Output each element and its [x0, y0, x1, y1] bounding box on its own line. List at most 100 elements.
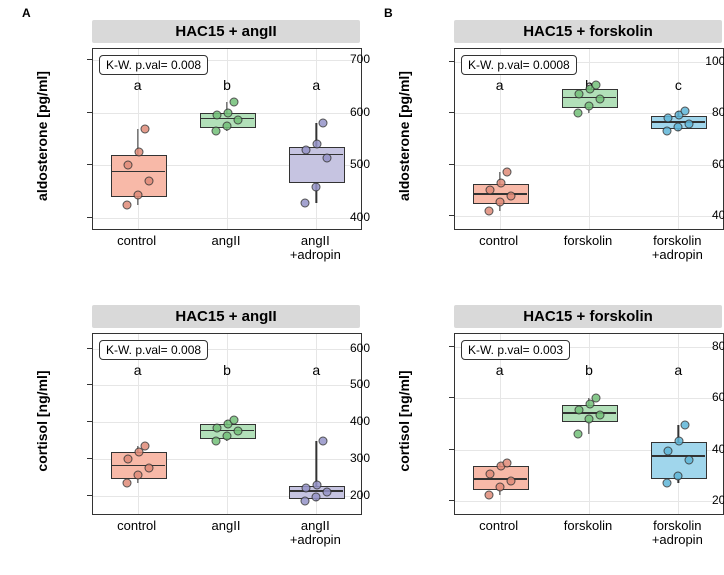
data-point — [122, 201, 131, 210]
panel-strip: HAC15 + forskolin — [454, 305, 722, 328]
gridline-v — [678, 334, 679, 514]
data-point — [213, 423, 222, 432]
panel-label-b: B — [384, 6, 393, 20]
x-tick-label: angII — [212, 519, 241, 533]
data-point — [230, 416, 239, 425]
y-tick-mark — [87, 217, 92, 218]
data-point — [301, 198, 310, 207]
y-tick-label: 400 — [308, 414, 370, 428]
y-tick-label: 400 — [670, 208, 724, 222]
plot-area: K-W. p.val= 0.003aba — [454, 333, 724, 515]
data-point — [502, 168, 511, 177]
data-point — [575, 90, 584, 99]
y-tick-mark — [449, 397, 454, 398]
data-point — [596, 411, 605, 420]
pvalue-annotation: K-W. p.val= 0.003 — [461, 340, 570, 360]
median-line — [473, 478, 527, 480]
x-tick-label: control — [117, 519, 156, 533]
data-point — [224, 108, 233, 117]
y-tick-label: 700 — [308, 52, 370, 66]
data-point — [123, 454, 132, 463]
data-point — [234, 427, 243, 436]
y-tick-label: 800 — [670, 339, 724, 353]
significance-letter: b — [223, 77, 231, 93]
data-point — [485, 470, 494, 479]
data-point — [585, 415, 594, 424]
median-line — [200, 118, 254, 120]
data-point — [495, 198, 504, 207]
y-axis-label: aldosterone [pg/ml] — [34, 56, 50, 216]
y-tick-mark — [87, 458, 92, 459]
y-tick-mark — [449, 346, 454, 347]
y-tick-label: 600 — [670, 390, 724, 404]
significance-letter: a — [312, 362, 320, 378]
data-point — [123, 161, 132, 170]
y-tick-mark — [87, 495, 92, 496]
x-tick-label: angII+adropin — [290, 519, 341, 548]
x-tick-label: forskolin+adropin — [652, 234, 703, 263]
y-tick-label: 600 — [670, 157, 724, 171]
y-axis-label: cortisol [ng/ml] — [396, 341, 412, 501]
significance-letter: c — [675, 77, 682, 93]
gridline-v — [678, 49, 679, 229]
data-point — [674, 471, 683, 480]
data-point — [313, 140, 322, 149]
data-point — [496, 178, 505, 187]
y-tick-label: 500 — [308, 377, 370, 391]
y-tick-mark — [87, 384, 92, 385]
data-point — [319, 119, 328, 128]
significance-letter: a — [674, 362, 682, 378]
data-point — [319, 436, 328, 445]
y-axis-label: cortisol [ng/ml] — [34, 341, 50, 501]
panel-strip: HAC15 + angII — [92, 305, 360, 328]
x-tick-label: control — [479, 234, 518, 248]
data-point — [144, 464, 153, 473]
y-tick-label: 800 — [670, 105, 724, 119]
median-line — [289, 154, 343, 156]
data-point — [302, 145, 311, 154]
data-point — [312, 182, 321, 191]
data-point — [144, 177, 153, 186]
data-point — [502, 459, 511, 468]
y-tick-label: 200 — [670, 493, 724, 507]
data-point — [134, 148, 143, 157]
y-tick-mark — [87, 164, 92, 165]
panel-b-top: HAC15 + forskolinK-W. p.val= 0.0008abcal… — [384, 20, 724, 288]
x-tick-label: forskolin+adropin — [652, 519, 703, 548]
data-point — [223, 432, 232, 441]
data-point — [596, 95, 605, 104]
median-line — [111, 171, 165, 173]
significance-letter: a — [496, 77, 504, 93]
x-tick-label: forskolin — [564, 234, 612, 248]
median-line — [562, 97, 616, 99]
significance-letter: a — [134, 77, 142, 93]
data-point — [484, 207, 493, 216]
data-point — [484, 490, 493, 499]
data-point — [234, 116, 243, 125]
panel-b-bottom: HAC15 + forskolinK-W. p.val= 0.003abacor… — [384, 305, 724, 573]
y-tick-label: 200 — [308, 488, 370, 502]
data-point — [663, 479, 672, 488]
x-tick-label: control — [117, 234, 156, 248]
data-point — [213, 111, 222, 120]
data-point — [140, 125, 149, 134]
y-tick-label: 600 — [308, 341, 370, 355]
data-point — [212, 127, 221, 136]
significance-letter: a — [496, 362, 504, 378]
y-tick-label: 400 — [308, 210, 370, 224]
data-point — [574, 109, 583, 118]
data-point — [212, 436, 221, 445]
data-point — [681, 421, 690, 430]
y-axis-label: aldosterone [pg/ml] — [396, 56, 412, 216]
data-point — [485, 186, 494, 195]
panel-strip: HAC15 + angII — [92, 20, 360, 43]
y-tick-label: 400 — [670, 442, 724, 456]
y-tick-mark — [87, 421, 92, 422]
data-point — [506, 477, 515, 486]
data-point — [585, 101, 594, 110]
data-point — [592, 394, 601, 403]
data-point — [592, 81, 601, 90]
median-line — [562, 412, 616, 414]
panel-label-a: A — [22, 6, 31, 20]
significance-letter: b — [223, 362, 231, 378]
